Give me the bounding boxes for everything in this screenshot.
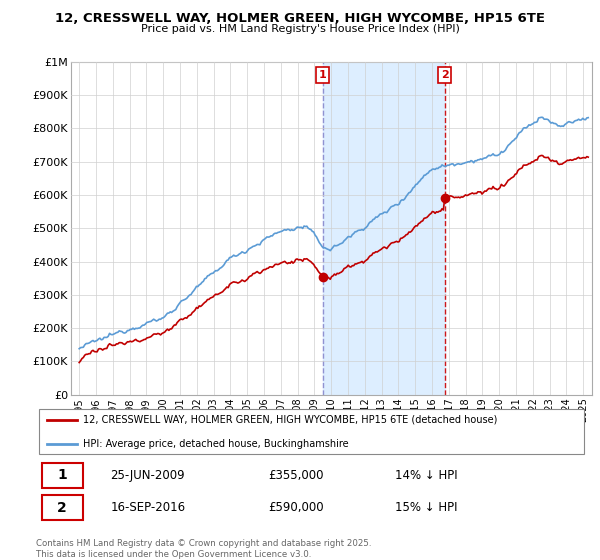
Bar [323,62,445,395]
Text: Contains HM Land Registry data © Crown copyright and database right 2025.
This d: Contains HM Land Registry data © Crown c… [36,539,371,559]
Text: HPI: Average price, detached house, Buckinghamshire: HPI: Average price, detached house, Buck… [83,438,349,449]
Text: 15% ↓ HPI: 15% ↓ HPI [395,501,457,514]
Text: 12, CRESSWELL WAY, HOLMER GREEN, HIGH WYCOMBE, HP15 6TE: 12, CRESSWELL WAY, HOLMER GREEN, HIGH WY… [55,12,545,25]
Text: 16-SEP-2016: 16-SEP-2016 [110,501,185,514]
Text: £590,000: £590,000 [268,501,323,514]
Text: 25-JUN-2009: 25-JUN-2009 [110,469,185,482]
FancyBboxPatch shape [39,409,584,454]
Text: 14% ↓ HPI: 14% ↓ HPI [395,469,457,482]
Text: 1: 1 [319,70,326,80]
FancyBboxPatch shape [41,495,83,520]
Text: 2: 2 [441,70,448,80]
Text: 2: 2 [58,501,67,515]
Text: 1: 1 [58,468,67,482]
Text: £355,000: £355,000 [268,469,323,482]
Text: Price paid vs. HM Land Registry's House Price Index (HPI): Price paid vs. HM Land Registry's House … [140,24,460,34]
FancyBboxPatch shape [41,463,83,488]
Text: 12, CRESSWELL WAY, HOLMER GREEN, HIGH WYCOMBE, HP15 6TE (detached house): 12, CRESSWELL WAY, HOLMER GREEN, HIGH WY… [83,415,497,425]
